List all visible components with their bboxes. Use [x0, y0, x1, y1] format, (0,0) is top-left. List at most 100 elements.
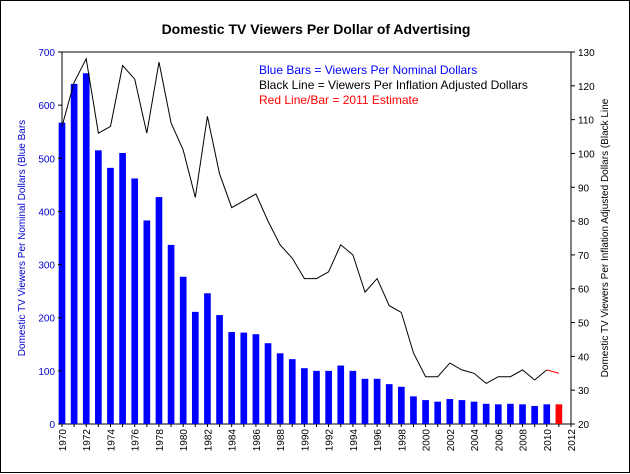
bar-2010 [543, 404, 551, 424]
bar-1987 [264, 343, 272, 424]
x-axis-ticks: 1970 1972 1974 1976 1978 1980 1982 1984 1986 1988… [58, 424, 578, 451]
inflation-adjusted-line [61, 57, 548, 385]
bar-1973 [95, 150, 102, 425]
plot-area [61, 51, 572, 425]
bar-2001 [434, 401, 442, 424]
bar-1991 [313, 370, 320, 424]
x-tick-label-1984: 1984 [228, 429, 239, 452]
x-tick-label-1994: 1994 [349, 429, 360, 452]
left-tick-label-700: 700 [38, 48, 55, 59]
left-tick-label-600: 600 [38, 101, 55, 112]
bar-1997 [385, 384, 393, 424]
bar-1982 [204, 293, 211, 424]
bar-1970 [58, 122, 66, 425]
x-tick-label-1998: 1998 [397, 429, 408, 452]
x-tick-label-1990: 1990 [300, 429, 311, 452]
legend-note-3: Red Line/Bar = 2011 Estimate [259, 93, 419, 107]
bar-2005 [482, 403, 490, 424]
legend-note-1: Blue Bars = Viewers Per Nominal Dollars [259, 63, 477, 77]
left-axis-ticks: 0 100 200 300 400 500 600 700 [38, 48, 62, 431]
plot-border [61, 51, 572, 425]
bar-2003 [458, 400, 466, 424]
bar-1976 [131, 178, 139, 424]
right-tick-label-30: 30 [578, 386, 590, 397]
bar-2006 [494, 404, 502, 424]
x-tick-label-2010: 2010 [543, 429, 554, 452]
bar-1992 [325, 370, 332, 424]
bar-1993 [337, 365, 345, 424]
x-tick-label-1986: 1986 [252, 429, 263, 452]
bar-1996 [373, 378, 381, 424]
left-tick-label-500: 500 [38, 154, 55, 165]
x-tick-label-1978: 1978 [155, 429, 166, 452]
right-tick-label-50: 50 [578, 319, 590, 330]
left-tick-label-400: 400 [38, 207, 55, 218]
bar-1989 [288, 359, 296, 424]
x-tick-label-1982: 1982 [203, 429, 214, 452]
right-tick-label-100: 100 [578, 149, 595, 160]
x-tick-label-2012: 2012 [567, 429, 578, 452]
bar-1977 [143, 220, 151, 424]
bar-1980 [179, 276, 187, 424]
bar-1974 [107, 167, 114, 424]
right-tick-label-110: 110 [578, 116, 594, 127]
legend-note-2: Black Line = Viewers Per Inflation Adjus… [259, 78, 528, 92]
bar-1981 [191, 311, 199, 424]
left-tick-label-200: 200 [38, 314, 55, 325]
bar-1995 [361, 378, 369, 424]
bar-1975 [119, 152, 126, 424]
x-tick-label-2004: 2004 [470, 429, 481, 452]
bar-1994 [349, 370, 357, 424]
bar-2002 [446, 399, 454, 424]
x-tick-label-1996: 1996 [373, 429, 384, 452]
x-tick-label-2008: 2008 [519, 429, 530, 452]
bar-1979 [167, 244, 175, 424]
x-tick-label-1974: 1974 [106, 429, 117, 452]
x-tick-label-2000: 2000 [422, 429, 433, 452]
x-tick-label-2006: 2006 [494, 429, 505, 452]
right-tick-label-130: 130 [578, 48, 595, 59]
legend-notes: Blue Bars = Viewers Per Nominal DollarsB… [259, 63, 528, 107]
right-tick-label-80: 80 [578, 217, 590, 228]
right-tick-label-90: 90 [578, 183, 590, 194]
bar-2008 [519, 404, 526, 424]
estimate-line-segment [546, 369, 560, 374]
x-tick-label-1992: 1992 [325, 429, 336, 452]
bar-1988 [276, 353, 284, 424]
bar-1985 [240, 332, 248, 424]
x-tick-label-1976: 1976 [131, 429, 142, 452]
right-tick-label-120: 120 [578, 82, 595, 93]
line-series [61, 57, 560, 385]
y-axis-right-label: Domestic TV Viewers Per Inflation Adjust… [600, 98, 611, 377]
chart-title: Domestic TV Viewers Per Dollar of Advert… [162, 21, 471, 37]
bar-1978 [155, 197, 163, 424]
left-tick-label-300: 300 [38, 261, 55, 272]
bar-1983 [216, 315, 223, 424]
left-tick-label-0: 0 [49, 420, 55, 431]
bar-1998 [398, 386, 405, 424]
bar-1999 [410, 396, 417, 424]
right-tick-label-60: 60 [578, 285, 590, 296]
bar-1972 [82, 73, 90, 424]
y-axis-left-label: Domestic TV Viewers Per Nominal Dollars … [17, 120, 28, 356]
right-axis-ticks: 20 30 40 50 60 70 80 90 100 110 120 130 [571, 48, 595, 431]
x-tick-label-1970: 1970 [58, 429, 69, 452]
bar-series [58, 73, 563, 425]
bar-1986 [252, 334, 260, 424]
bar-2004 [470, 401, 478, 424]
bar-2000 [422, 400, 429, 424]
x-tick-label-2002: 2002 [446, 429, 457, 452]
right-tick-label-40: 40 [578, 352, 590, 363]
bar-1990 [301, 368, 308, 424]
right-tick-label-70: 70 [578, 251, 590, 262]
bar-2009 [531, 405, 538, 424]
x-tick-label-1988: 1988 [276, 429, 287, 452]
x-tick-label-1972: 1972 [82, 429, 93, 452]
bar-1984 [228, 332, 235, 424]
left-tick-label-100: 100 [38, 367, 55, 378]
bar-2011 [555, 404, 563, 424]
right-tick-label-20: 20 [578, 420, 590, 431]
bar-2007 [507, 403, 514, 424]
